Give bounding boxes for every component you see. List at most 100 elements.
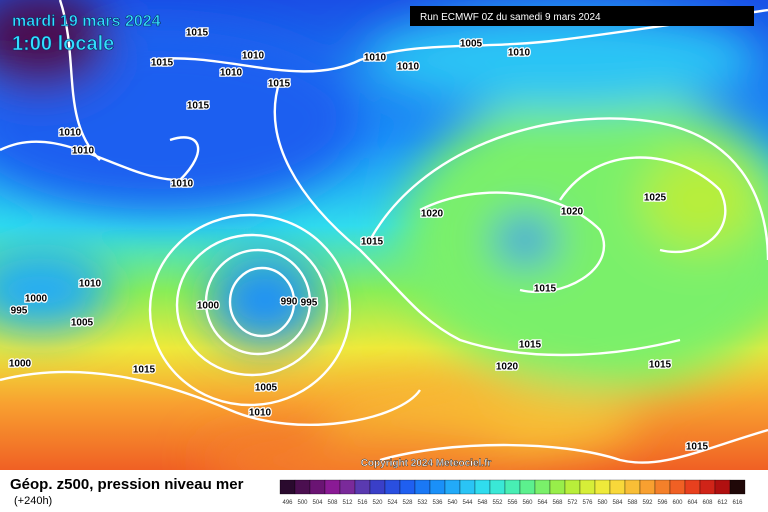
isobar-label: 1010 — [242, 51, 265, 62]
colorbar-label: 548 — [477, 500, 488, 506]
colorbar-swatch — [534, 479, 551, 495]
colorbar-swatch — [354, 479, 371, 495]
colorbar-label: 532 — [417, 500, 428, 506]
colorbar-swatch — [279, 479, 296, 495]
isobar-label: 1005 — [255, 383, 278, 394]
colorbar-label: 556 — [507, 500, 518, 506]
isobar-label: 1010 — [249, 408, 272, 419]
colorbar-swatch — [579, 479, 596, 495]
colorbar-swatch — [714, 479, 731, 495]
isobar-label: 1015 — [649, 360, 672, 371]
isobar-label: 1015 — [268, 79, 291, 90]
colorbar-label: 616 — [732, 500, 743, 506]
isobar-label: 1000 — [197, 301, 220, 312]
colorbar-label: 576 — [582, 500, 593, 506]
colorbar-label: 596 — [657, 500, 668, 506]
colorbar-label: 540 — [447, 500, 458, 506]
isobar-label: 1005 — [71, 318, 94, 329]
colorbar-swatch — [399, 479, 416, 495]
colorbar-label: 604 — [687, 500, 698, 506]
colorbar-swatch — [594, 479, 611, 495]
copyright: Copyright 2024 Meteociel.fr — [361, 458, 492, 469]
lead-time: (+240h) — [14, 495, 52, 507]
colorbar-swatch — [489, 479, 506, 495]
colorbar-swatch — [639, 479, 656, 495]
isobar-label: 1005 — [460, 39, 483, 50]
colorbar-swatch — [684, 479, 701, 495]
colorbar-label: 612 — [717, 500, 728, 506]
isobar-label: 1010 — [72, 146, 95, 157]
colorbar-swatch — [459, 479, 476, 495]
isobar-label: 1010 — [220, 68, 243, 79]
isobar-label: 1010 — [79, 279, 102, 290]
colorbar-swatch — [654, 479, 671, 495]
colorbar-swatch — [339, 479, 356, 495]
colorbar-label: 580 — [597, 500, 608, 506]
colorbar-swatch — [729, 479, 746, 495]
colorbar-label: 536 — [432, 500, 443, 506]
isobar-label: 1015 — [361, 237, 384, 248]
colorbar-label: 568 — [552, 500, 563, 506]
colorbar: 496 500 504 508 512 516 520 524 528 532 536 540 544 5… — [279, 479, 746, 506]
colorbar-swatch — [564, 479, 581, 495]
isobar-label: 1010 — [397, 62, 420, 73]
isobar-label: 1000 — [9, 359, 32, 370]
colorbar-label: 588 — [627, 500, 638, 506]
colorbar-label: 584 — [612, 500, 623, 506]
colorbar-label: 508 — [327, 500, 338, 506]
colorbar-label: 500 — [297, 500, 308, 506]
colorbar-swatch — [669, 479, 686, 495]
isobar-label: 990 — [281, 297, 298, 308]
map-field: 1015 1015 1010 1010 1015 1015 1010 1010 1005 1010… — [0, 0, 768, 470]
isobar-label: 1010 — [364, 53, 387, 64]
isobar-label: 1015 — [686, 442, 709, 453]
map-date: mardi 19 mars 2024 — [12, 13, 161, 30]
isobar-label: 1000 — [25, 294, 48, 305]
isobar-label: 1015 — [186, 28, 209, 39]
colorbar-label: 520 — [372, 500, 383, 506]
isobar-label: 1015 — [534, 284, 557, 295]
isobar-label: 1015 — [187, 101, 210, 112]
map-time: 1:00 locale — [12, 33, 114, 55]
colorbar-swatch — [324, 479, 341, 495]
colorbar-swatch — [504, 479, 521, 495]
colorbar-label: 524 — [387, 500, 398, 506]
colorbar-swatch — [309, 479, 326, 495]
colorbar-label: 552 — [492, 500, 503, 506]
isobar-label: 1010 — [508, 48, 531, 59]
colorbar-swatch — [549, 479, 566, 495]
isobar-label: 1020 — [561, 207, 584, 218]
colorbar-swatch — [429, 479, 446, 495]
isobar-label: 1010 — [59, 128, 82, 139]
isobar-label: 1015 — [133, 365, 156, 376]
colorbar-label: 512 — [342, 500, 353, 506]
colorbar-label: 572 — [567, 500, 578, 506]
colorbar-label: 516 — [357, 500, 368, 506]
isobar-label: 995 — [301, 298, 318, 309]
isobar-label: 995 — [11, 306, 28, 317]
colorbar-label: 496 — [282, 500, 293, 506]
colorbar-label: 592 — [642, 500, 653, 506]
colorbar-swatch — [624, 479, 641, 495]
colorbar-label: 504 — [312, 500, 323, 506]
isobar-label: 1025 — [644, 193, 667, 204]
isobar-label: 1015 — [151, 58, 174, 69]
isobar-label: 1010 — [171, 179, 194, 190]
colorbar-label: 600 — [672, 500, 683, 506]
caption: Géop. z500, pression niveau mer — [10, 476, 244, 493]
colorbar-swatch — [444, 479, 461, 495]
run-box — [410, 6, 754, 26]
colorbar-swatch — [384, 479, 401, 495]
colorbar-label: 528 — [402, 500, 413, 506]
colorbar-swatch — [369, 479, 386, 495]
isobar-label: 1020 — [496, 362, 519, 373]
colorbar-swatch — [699, 479, 716, 495]
colorbar-swatch — [474, 479, 491, 495]
run-label: Run ECMWF 0Z du samedi 9 mars 2024 — [420, 12, 601, 23]
isobar-labels: 1015 1015 1010 1010 1015 1015 1010 1010 1005 1010… — [8, 26, 710, 454]
colorbar-swatch — [609, 479, 626, 495]
colorbar-label: 544 — [462, 500, 473, 506]
isobar-label: 1015 — [519, 340, 542, 351]
colorbar-label: 560 — [522, 500, 533, 506]
